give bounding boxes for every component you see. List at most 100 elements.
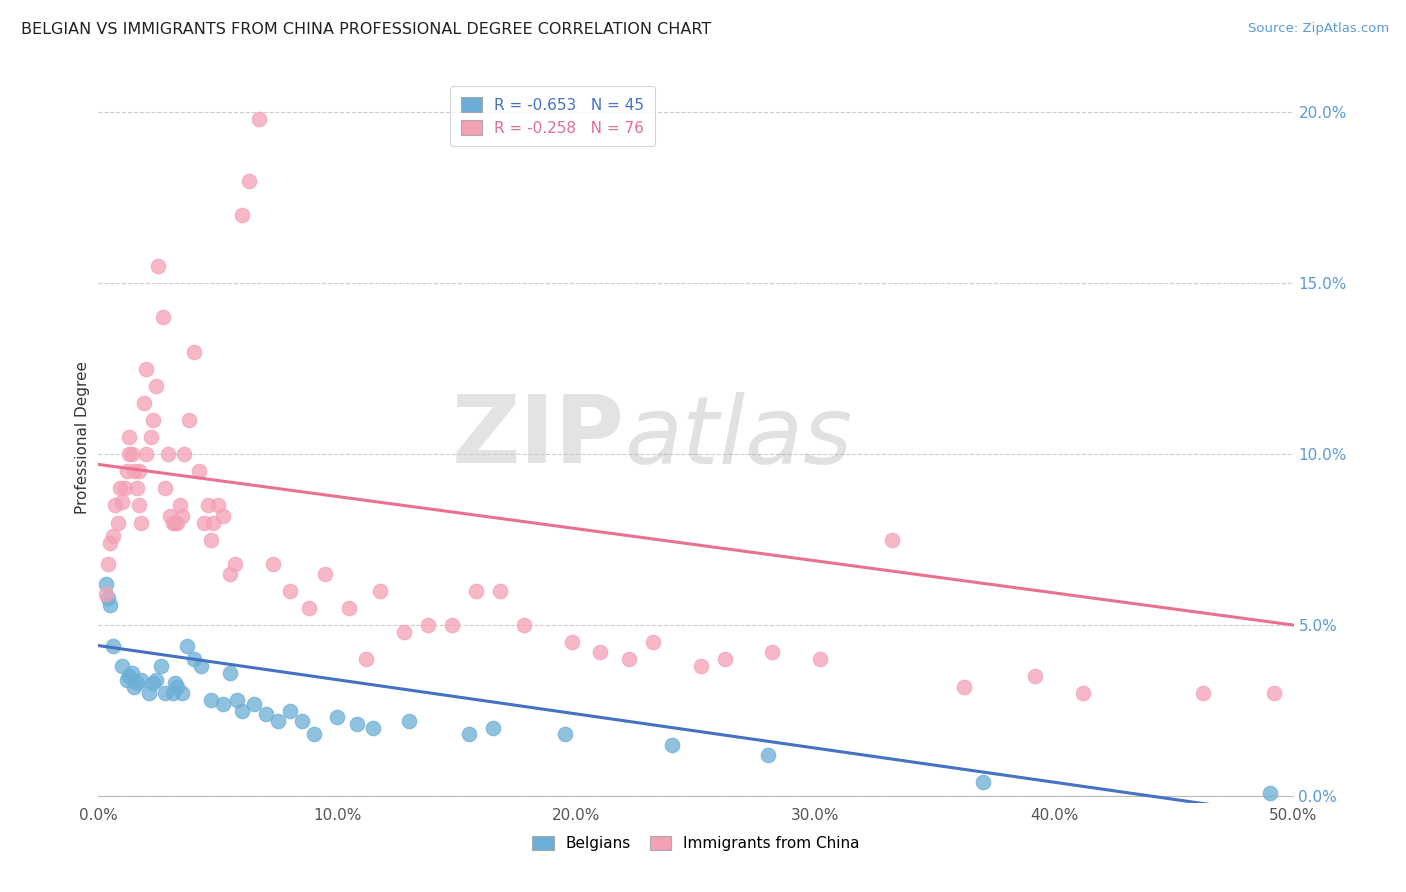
Point [489,583,512,598]
Point [173,447,195,461]
Point [262,557,284,571]
Point [97,557,120,571]
Point [370,583,392,598]
Point [756,747,779,762]
Point [207,499,229,513]
Point [554,727,576,741]
Point [135,361,157,376]
Point [689,659,711,673]
Point [138,686,160,700]
Point [118,447,141,461]
Point [128,499,150,513]
Point [952,680,974,694]
Point [172,686,194,700]
Point [561,635,583,649]
Point [219,566,242,581]
Point [124,464,146,478]
Point [513,618,536,632]
Point [159,508,181,523]
Point [169,499,191,513]
Point [94,577,117,591]
Point [156,447,179,461]
Point [1191,686,1213,700]
Point [183,652,205,666]
Point [315,566,337,581]
Point [98,536,122,550]
Point [278,704,301,718]
Point [115,464,138,478]
Point [121,665,143,680]
Point [149,659,172,673]
Point [125,676,148,690]
Point [111,495,134,509]
Point [713,652,735,666]
Point [190,659,212,673]
Point [231,704,253,718]
Point [162,686,184,700]
Point [128,464,150,478]
Point [155,481,177,495]
Point [238,174,260,188]
Point [226,693,249,707]
Point [125,481,148,495]
Point [211,508,233,523]
Point [589,645,612,659]
Point [104,499,127,513]
Point [339,601,361,615]
Point [808,652,831,666]
Point [94,587,117,601]
Point [172,508,194,523]
Text: ZIP: ZIP [451,391,624,483]
Point [326,710,349,724]
Legend: Belgians, Immigrants from China: Belgians, Immigrants from China [526,830,866,857]
Point [302,727,325,741]
Point [254,706,277,721]
Point [363,721,385,735]
Point [231,208,253,222]
Point [193,516,215,530]
Point [354,652,377,666]
Point [139,430,162,444]
Point [111,659,134,673]
Point [118,430,141,444]
Point [219,665,242,680]
Point [132,396,155,410]
Point [131,673,153,687]
Point [163,676,186,690]
Point [118,669,141,683]
Point [124,680,146,694]
Point [291,714,314,728]
Point [98,598,122,612]
Point [211,697,233,711]
Point [166,680,188,694]
Point [1071,686,1094,700]
Point [465,583,488,598]
Point [187,464,209,478]
Point [1258,786,1281,800]
Point [152,310,174,325]
Point [107,516,129,530]
Point [142,413,165,427]
Point [166,516,188,530]
Point [247,112,270,127]
Point [394,624,416,639]
Point [114,481,136,495]
Text: atlas: atlas [624,392,852,483]
Point [145,673,167,687]
Point [458,727,481,741]
Point [1024,669,1046,683]
Point [481,721,505,735]
Point [115,673,138,687]
Point [617,652,640,666]
Text: BELGIAN VS IMMIGRANTS FROM CHINA PROFESSIONAL DEGREE CORRELATION CHART: BELGIAN VS IMMIGRANTS FROM CHINA PROFESS… [21,22,711,37]
Point [278,583,301,598]
Point [267,714,290,728]
Point [398,714,420,728]
Point [200,533,222,547]
Point [224,557,246,571]
Point [135,447,157,461]
Point [441,618,464,632]
Point [243,697,266,711]
Point [641,635,664,649]
Point [163,516,186,530]
